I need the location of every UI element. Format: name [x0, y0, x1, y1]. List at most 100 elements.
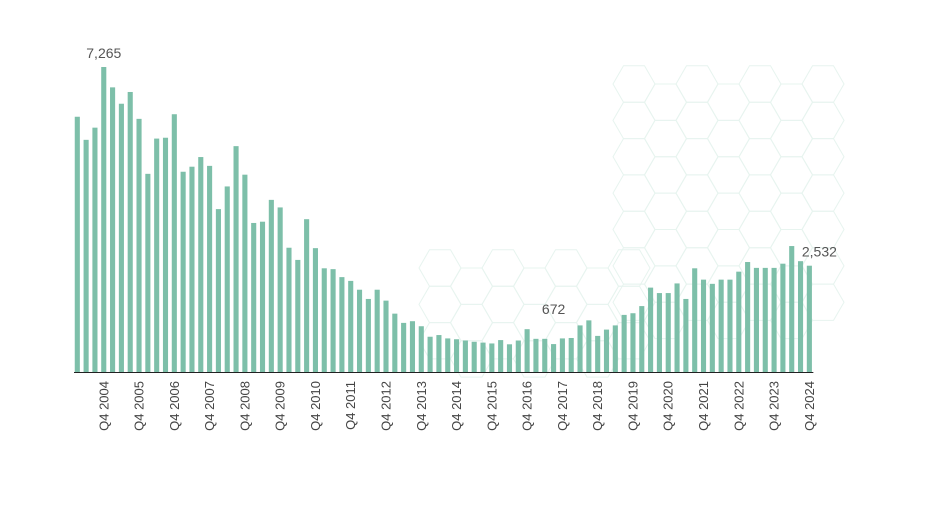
bar-q3-2021	[692, 268, 698, 372]
bar-q3-2014	[445, 338, 451, 372]
hexagon-pattern-cell	[675, 65, 719, 103]
hexagon-pattern-cell	[706, 229, 751, 267]
bar-q1-2021	[674, 283, 680, 372]
bar-q1-2015	[462, 340, 468, 372]
hexagon-pattern-cell	[738, 101, 782, 140]
hexagon-pattern-cell	[706, 192, 751, 230]
hexagon-pattern-cell	[675, 174, 719, 212]
hexagon-pattern-cell	[612, 210, 656, 249]
bar-q3-2020	[656, 293, 662, 372]
bar-q4-2010	[312, 248, 318, 372]
bar-q1-2023	[745, 262, 751, 372]
x-tick-label: Q4 2021	[696, 381, 711, 431]
bar-q2-2009	[259, 221, 266, 372]
hexagon-pattern-cell	[769, 192, 814, 230]
x-tick-label: Q4 2015	[484, 381, 499, 431]
bar-q2-2015	[471, 341, 477, 372]
bar-q4-2017	[559, 338, 565, 372]
x-tick-label: Q4 2022	[731, 381, 746, 431]
bar-q3-2006	[162, 137, 169, 372]
hexagon-pattern-cell	[643, 156, 688, 194]
bar-q2-2017	[542, 338, 548, 372]
data-labels: 7,265 672 2,532	[86, 45, 837, 317]
bar-q1-2004	[74, 116, 80, 372]
bar-q2-2005	[118, 103, 124, 372]
hexagon-pattern-cell	[575, 303, 620, 342]
hexagon-pattern-cell	[706, 156, 751, 194]
bars	[74, 67, 812, 373]
bar-q4-2023	[771, 267, 777, 372]
bar-q2-2007	[189, 166, 195, 372]
x-tick-label: Q4 2024	[802, 381, 817, 431]
bar-q1-2009	[251, 222, 257, 372]
bar-q1-2006	[145, 173, 151, 372]
bar-q3-2011	[339, 277, 345, 372]
bar-q3-2004	[92, 127, 98, 372]
hexagon-pattern-cell	[769, 119, 814, 158]
x-tick-label: Q4 2007	[202, 381, 217, 431]
bar-q3-2016	[515, 340, 521, 372]
bar-q2-2014	[436, 335, 442, 372]
x-tick-label: Q4 2019	[625, 381, 640, 431]
bar-q2-2016	[506, 344, 513, 372]
x-tick-label: Q4 2013	[414, 381, 429, 431]
x-tick-label: Q4 2008	[237, 381, 252, 431]
hexagon-pattern-cell	[612, 101, 656, 140]
bar-q2-2021	[683, 298, 689, 372]
bar-q1-2017	[533, 338, 539, 372]
bar-q4-2019	[630, 313, 636, 372]
bar-q3-2007	[198, 157, 204, 372]
bar-q1-2010	[286, 247, 292, 372]
bar-q4-2012	[383, 300, 389, 372]
bar-q3-2023	[762, 267, 768, 372]
hexagon-pattern-cell	[675, 138, 719, 176]
x-tick-label: Q4 2005	[132, 381, 147, 431]
bar-q3-2019	[621, 314, 627, 372]
bar-q3-2008	[233, 146, 239, 372]
x-tick-label: Q4 2006	[167, 381, 182, 431]
hexagon-pattern-cell	[418, 285, 462, 324]
hexagon-pattern-cell	[612, 138, 656, 176]
hexagon-pattern-cell	[643, 229, 688, 267]
bar-q4-2004	[101, 67, 107, 372]
bar-q3-2018	[586, 320, 592, 372]
bar-q1-2014	[427, 336, 433, 372]
hexagon-pattern-cell	[575, 267, 620, 305]
bar-q3-2009	[268, 199, 274, 372]
hexagon-pattern-cell	[481, 285, 525, 324]
bar-q4-2020	[665, 293, 671, 372]
hexagon-pattern-cell	[801, 65, 845, 103]
hexagon-pattern-cell	[675, 101, 719, 140]
bar-q4-2007	[207, 165, 213, 372]
bar-q1-2008	[215, 209, 221, 372]
hexagon-pattern-cell	[738, 65, 782, 103]
hexagon-pattern-cell	[643, 83, 688, 121]
hexagon-pattern-cell	[643, 192, 688, 230]
bar-q4-2024	[806, 265, 812, 372]
x-axis-tick-labels: Q4 2004 Q4 2005 Q4 2006 Q4 2007 Q4 2008 Q4 20…	[96, 381, 817, 431]
hexagon-pattern-cell	[738, 138, 782, 176]
bar-q1-2018	[568, 337, 574, 372]
hexagon-pattern-cell	[643, 119, 688, 158]
bar-q4-2009	[277, 207, 283, 372]
bar-q1-2011	[321, 268, 327, 372]
bar-q2-2019	[612, 325, 618, 372]
hexagon-pattern-cell	[769, 156, 814, 194]
bar-q3-2022	[727, 279, 733, 372]
x-tick-label: Q4 2009	[273, 381, 288, 431]
hexagon-pattern-cell	[738, 174, 782, 212]
bar-q1-2020	[639, 306, 645, 372]
data-label: 672	[542, 301, 566, 317]
x-tick-label: Q4 2018	[590, 381, 605, 431]
bar-q4-2016	[524, 329, 530, 372]
hexagon-pattern-cell	[449, 303, 494, 342]
bar-q2-2004	[83, 139, 89, 372]
bar-q3-2005	[127, 91, 133, 372]
bar-q3-2012	[374, 289, 380, 372]
bar-q1-2013	[392, 313, 398, 372]
bar-q3-2015	[480, 342, 486, 372]
bar-q1-2007	[180, 171, 186, 372]
bar-q1-2016	[498, 340, 504, 372]
hexagon-pattern-cell	[449, 267, 494, 305]
